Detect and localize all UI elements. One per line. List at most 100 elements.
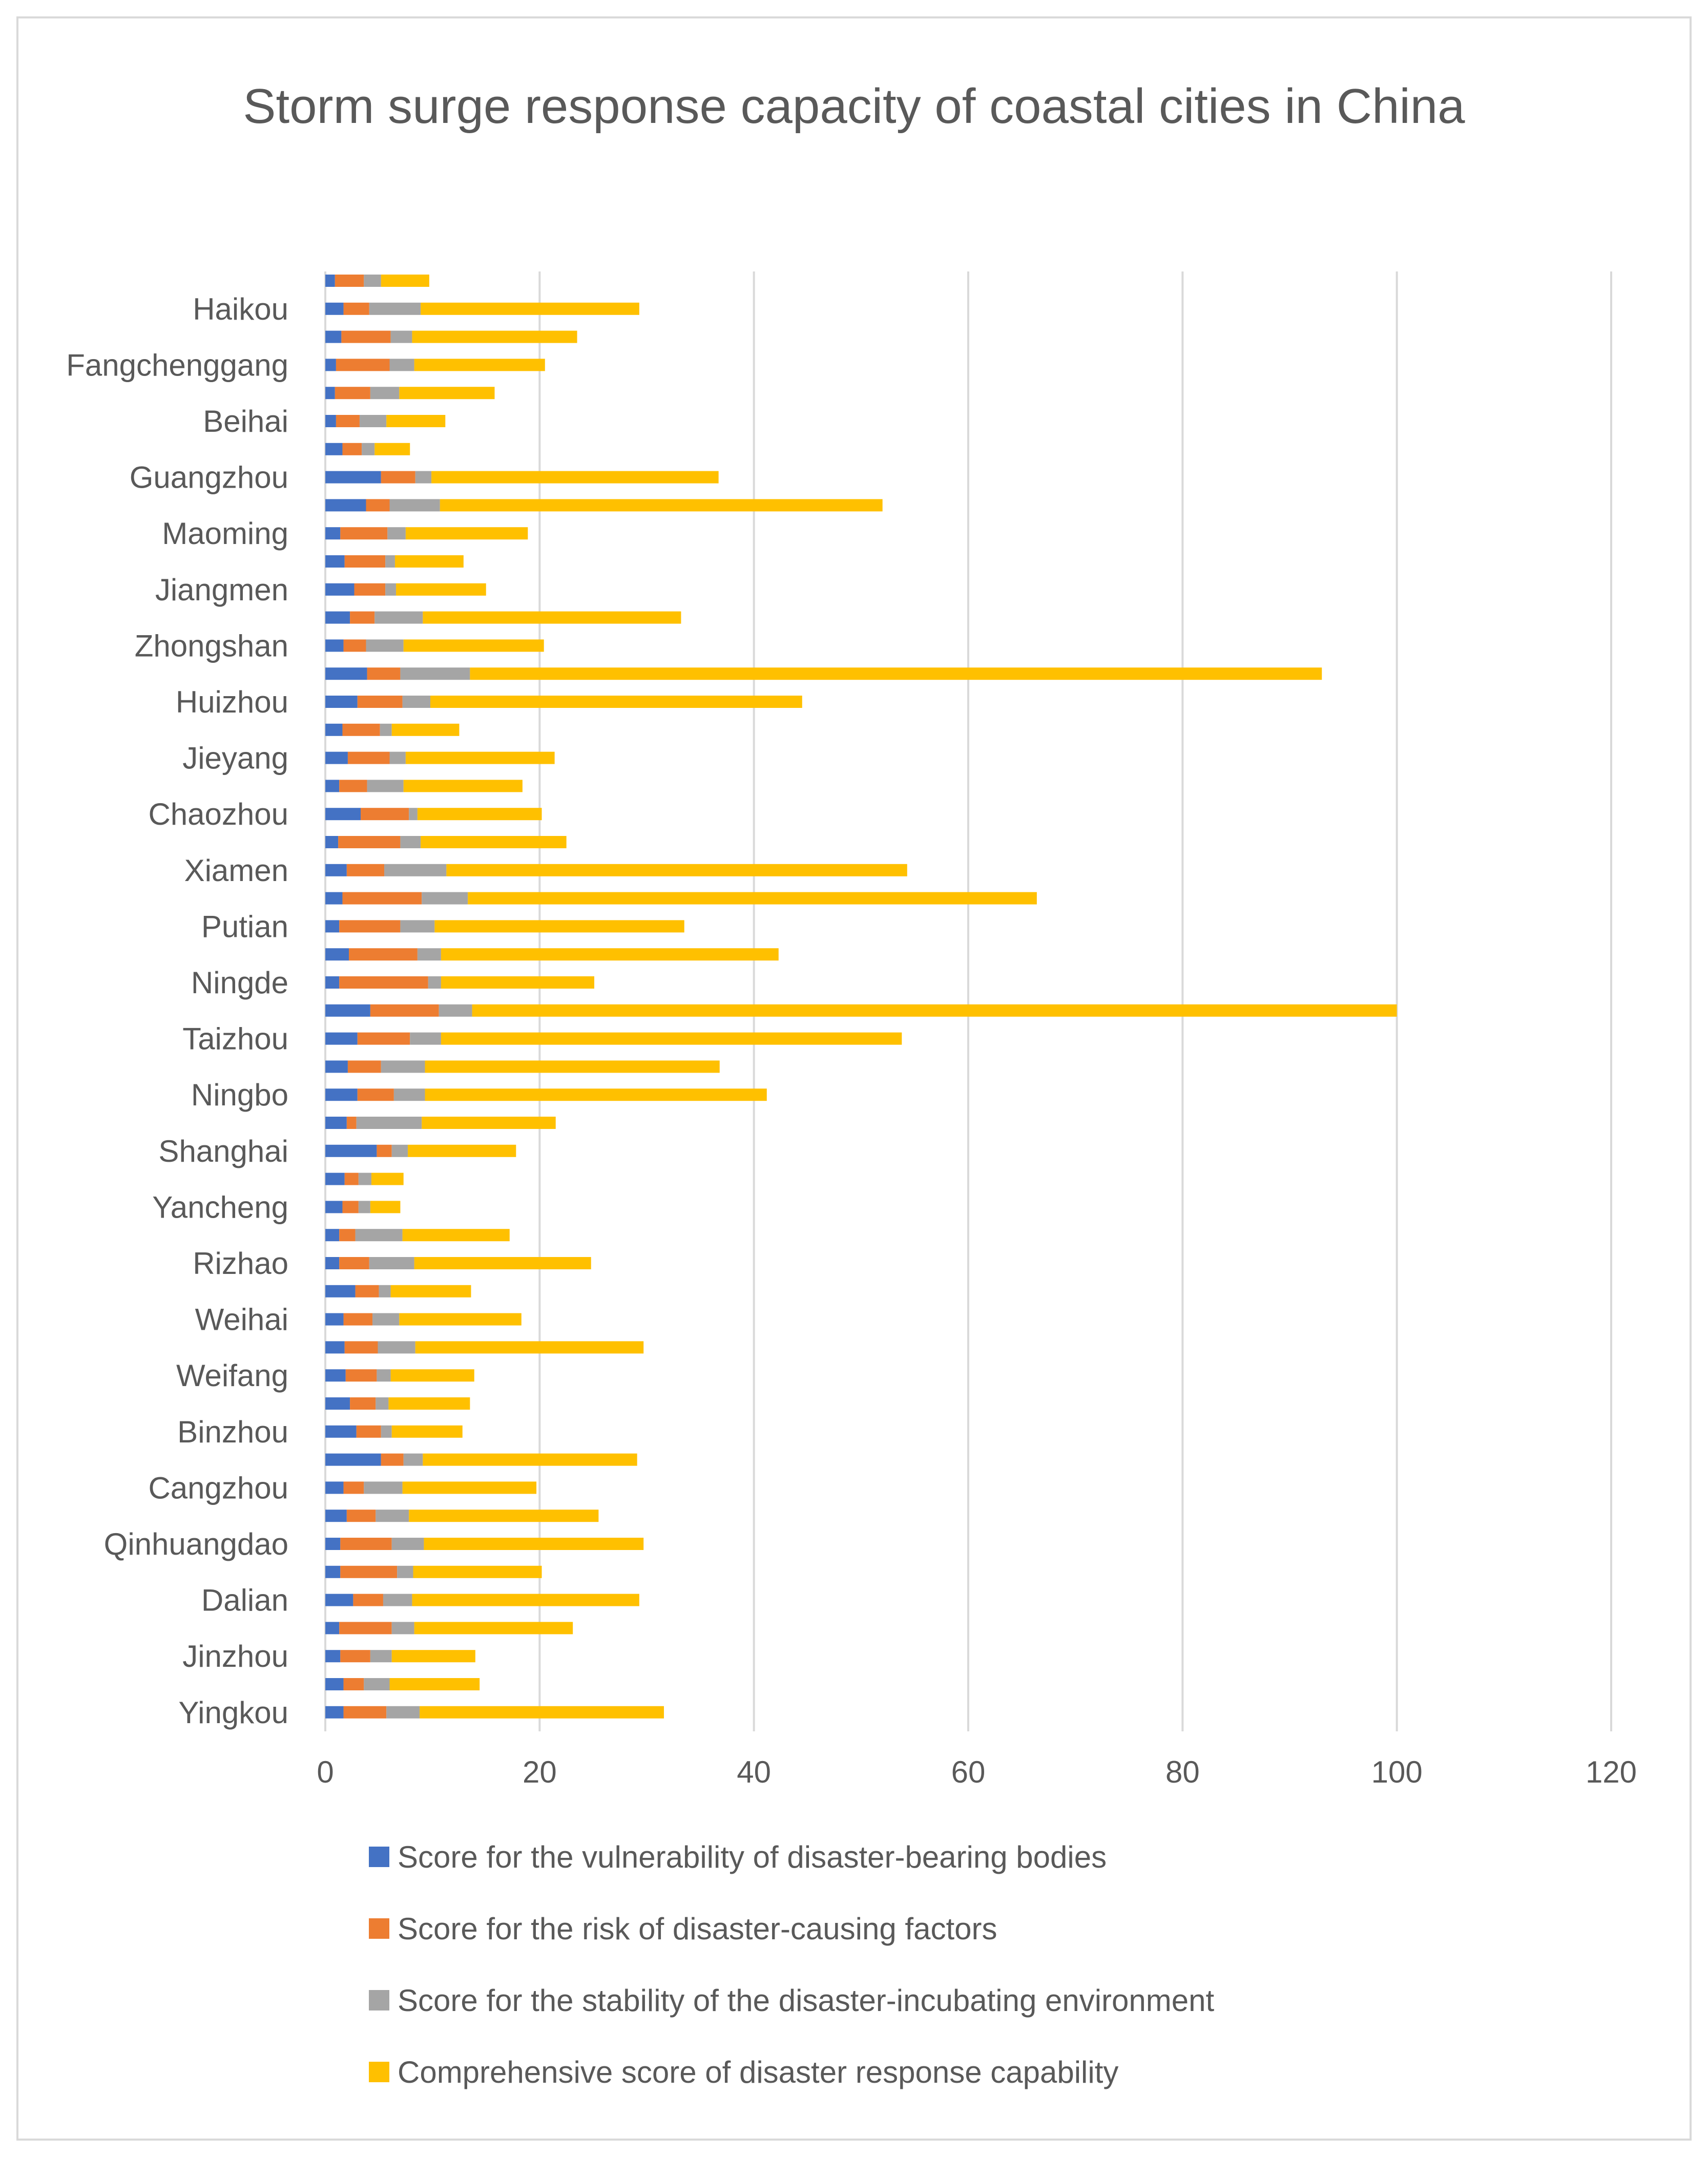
bar-segment-s3-row7 bbox=[431, 471, 719, 484]
bar-segment-s2-row14 bbox=[400, 667, 470, 680]
bar-segment-s0-row14 bbox=[325, 667, 367, 680]
y-tick-label: Maoming bbox=[162, 516, 288, 551]
bar-segment-s0-row49 bbox=[325, 1650, 341, 1663]
bar-segment-s2-row23 bbox=[400, 920, 435, 933]
bar-segment-s3-row36 bbox=[390, 1285, 471, 1297]
bar-segment-s3-row26 bbox=[472, 1004, 1397, 1017]
bar-segment-s2-row12 bbox=[374, 611, 423, 624]
bar-segment-s0-row39 bbox=[325, 1369, 346, 1382]
bar-segment-s1-row41 bbox=[356, 1425, 381, 1438]
y-tick-label: Ningbo bbox=[191, 1078, 288, 1112]
y-tick-label: Rizhao bbox=[193, 1246, 288, 1281]
x-tick-label: 60 bbox=[951, 1755, 986, 1789]
bar-segment-s1-row1 bbox=[343, 302, 369, 315]
bar-segment-s2-row11 bbox=[385, 583, 397, 596]
bar-segment-s2-row15 bbox=[402, 696, 430, 708]
bar-segment-s3-row22 bbox=[468, 892, 1037, 905]
bar-segment-s3-row49 bbox=[391, 1650, 475, 1663]
bar-segment-s1-row11 bbox=[354, 583, 386, 596]
bar-segment-s2-row48 bbox=[391, 1622, 414, 1635]
bar-segment-s0-row42 bbox=[325, 1453, 381, 1466]
legend-label: Score for the vulnerability of disaster-… bbox=[398, 1839, 1107, 1874]
bar-segment-s2-row0 bbox=[364, 275, 381, 287]
bar-segment-s1-row37 bbox=[343, 1313, 373, 1326]
bar-segment-s3-row6 bbox=[374, 443, 410, 455]
bar-segment-s0-row2 bbox=[325, 330, 342, 343]
bar-segment-s1-row22 bbox=[342, 892, 422, 905]
y-tick-label: Haikou bbox=[193, 292, 288, 326]
y-tick-label: Jinzhou bbox=[182, 1639, 288, 1673]
bar-segment-s2-row50 bbox=[364, 1678, 390, 1690]
y-tick-label: Jiangmen bbox=[155, 573, 288, 607]
bar-segment-s1-row51 bbox=[343, 1706, 387, 1719]
bar-segment-s0-row44 bbox=[325, 1510, 347, 1522]
bar-segment-s0-row5 bbox=[325, 415, 336, 427]
x-tick-label: 120 bbox=[1586, 1755, 1637, 1789]
bar-segment-s3-row46 bbox=[413, 1565, 542, 1578]
y-tick-label: Yancheng bbox=[152, 1190, 288, 1224]
bar-segment-s3-row43 bbox=[402, 1481, 537, 1494]
bar-segment-s0-row25 bbox=[325, 976, 340, 989]
bar-segment-s3-row16 bbox=[391, 723, 460, 736]
x-tick-label: 80 bbox=[1165, 1755, 1200, 1789]
bar-segment-s0-row1 bbox=[325, 302, 344, 315]
bar-segment-s1-row47 bbox=[353, 1594, 383, 1606]
bar-segment-s3-row47 bbox=[412, 1594, 639, 1606]
bar-segment-s0-row3 bbox=[325, 359, 336, 371]
legend-item: Score for the risk of disaster-causing f… bbox=[369, 1908, 1214, 1949]
legend-swatch bbox=[369, 1918, 389, 1939]
y-tick-label: Yingkou bbox=[178, 1695, 288, 1730]
legend-item: Score for the stability of the disaster-… bbox=[369, 1980, 1214, 2021]
bar-segment-s3-row33 bbox=[370, 1201, 401, 1213]
bar-segment-s1-row4 bbox=[335, 387, 370, 400]
bar-segment-s2-row20 bbox=[400, 836, 421, 848]
bar-segment-s2-row7 bbox=[415, 471, 432, 484]
bar-segment-s3-row3 bbox=[414, 359, 545, 371]
y-tick-label: Shanghai bbox=[158, 1134, 288, 1168]
bar-segment-s0-row51 bbox=[325, 1706, 344, 1719]
bar-segment-s2-row34 bbox=[355, 1229, 403, 1242]
bar-segment-s1-row16 bbox=[342, 723, 380, 736]
bar-segment-s0-row15 bbox=[325, 696, 358, 708]
bar-segment-s2-row26 bbox=[439, 1004, 472, 1017]
bar-segment-s3-row42 bbox=[423, 1453, 637, 1466]
bar-segment-s3-row21 bbox=[446, 864, 907, 876]
bar-segment-s3-row29 bbox=[425, 1088, 767, 1101]
y-tick-label: Dalian bbox=[201, 1583, 288, 1618]
bar-segment-s2-row13 bbox=[366, 639, 404, 652]
bar-segment-s2-row16 bbox=[380, 723, 392, 736]
bar-segment-s3-row28 bbox=[425, 1060, 720, 1073]
bar-segment-s1-row29 bbox=[357, 1088, 394, 1101]
bar-segment-s1-row2 bbox=[341, 330, 391, 343]
bar-segment-s3-row5 bbox=[386, 415, 446, 427]
y-tick-label: Xiamen bbox=[184, 853, 288, 888]
bar-segment-s0-row13 bbox=[325, 639, 344, 652]
bar-segment-s3-row48 bbox=[414, 1622, 573, 1635]
bar-segment-s3-row13 bbox=[403, 639, 544, 652]
bar-segment-s3-row50 bbox=[389, 1678, 480, 1690]
bar-segment-s3-row9 bbox=[405, 527, 528, 540]
bar-segment-s1-row34 bbox=[339, 1229, 356, 1242]
bar-segment-s0-row12 bbox=[325, 611, 350, 624]
bar-segment-s0-row41 bbox=[325, 1425, 357, 1438]
bar-segment-s1-row33 bbox=[342, 1201, 359, 1213]
bar-segment-s2-row47 bbox=[383, 1594, 412, 1606]
bar-segment-s1-row26 bbox=[370, 1004, 439, 1017]
y-tick-label: Zhongshan bbox=[135, 629, 288, 663]
bar-segment-s2-row2 bbox=[390, 330, 412, 343]
legend-label: Score for the risk of disaster-causing f… bbox=[398, 1911, 997, 1946]
bar-segment-s2-row41 bbox=[381, 1425, 392, 1438]
bar-segment-s2-row51 bbox=[386, 1706, 420, 1719]
legend-swatch bbox=[369, 1847, 389, 1867]
bar-segment-s1-row48 bbox=[339, 1622, 392, 1635]
bar-segment-s3-row23 bbox=[434, 920, 684, 933]
bar-segment-s3-row19 bbox=[417, 808, 542, 821]
chart-frame bbox=[16, 16, 1692, 2141]
bar-segment-s0-row22 bbox=[325, 892, 343, 905]
bar-segment-s1-row25 bbox=[339, 976, 428, 989]
y-tick-label: Fangchenggang bbox=[66, 348, 288, 382]
bar-segment-s2-row43 bbox=[364, 1481, 403, 1494]
bar-segment-s1-row31 bbox=[377, 1144, 392, 1157]
bar-segment-s2-row40 bbox=[376, 1397, 389, 1410]
y-tick-label: Ningde bbox=[191, 966, 288, 1000]
